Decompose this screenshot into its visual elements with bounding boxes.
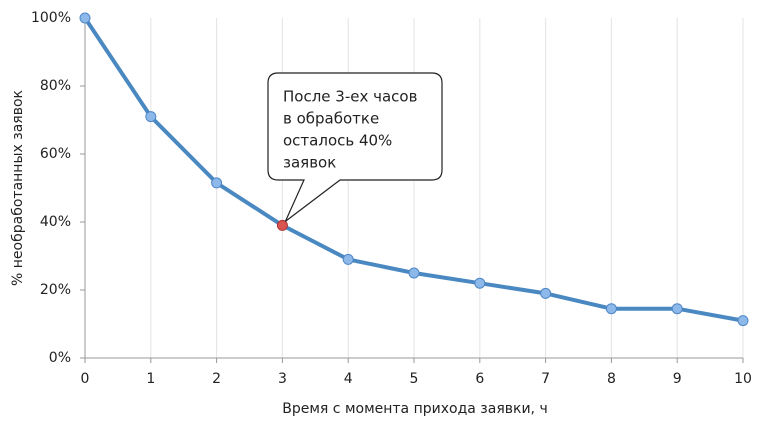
x-tick-label: 5 [410,371,419,387]
data-point [540,287,552,299]
data-point [145,111,157,123]
x-tick-label: 2 [212,371,221,387]
y-tick-label: 80% [40,78,71,94]
data-point [605,303,617,315]
data-point [342,253,354,265]
y-tick-label: 100% [31,10,71,26]
y-tick-label: 20% [40,282,71,298]
x-tick-label: 3 [278,371,287,387]
x-tick-label: 8 [607,371,616,387]
x-tick-label: 0 [81,371,90,387]
x-tick-label: 10 [734,371,752,387]
data-point [737,315,749,327]
y-tick-label: 60% [40,146,71,162]
x-tick-label: 1 [146,371,155,387]
data-point [671,303,683,315]
data-point [211,177,223,189]
y-tick-label: 0% [49,350,71,366]
callout-text: осталось 40% [283,132,392,150]
y-axis-label: % необработанных заявок [10,90,26,286]
data-point [79,12,91,24]
x-tick-label: 6 [475,371,484,387]
x-tick-label: 4 [344,371,353,387]
callout-text: заявок [283,154,336,172]
x-tick-label: 7 [541,371,550,387]
callout-text: в обработке [283,110,379,128]
data-point [408,267,420,279]
data-point [474,277,486,289]
x-tick-label: 9 [673,371,682,387]
callout-text: После 3-ех часов [283,88,417,106]
data-point [276,219,288,231]
y-tick-label: 40% [40,214,71,230]
x-axis-label: Время с момента прихода заявки, ч [282,401,547,417]
callout-box [267,72,443,222]
